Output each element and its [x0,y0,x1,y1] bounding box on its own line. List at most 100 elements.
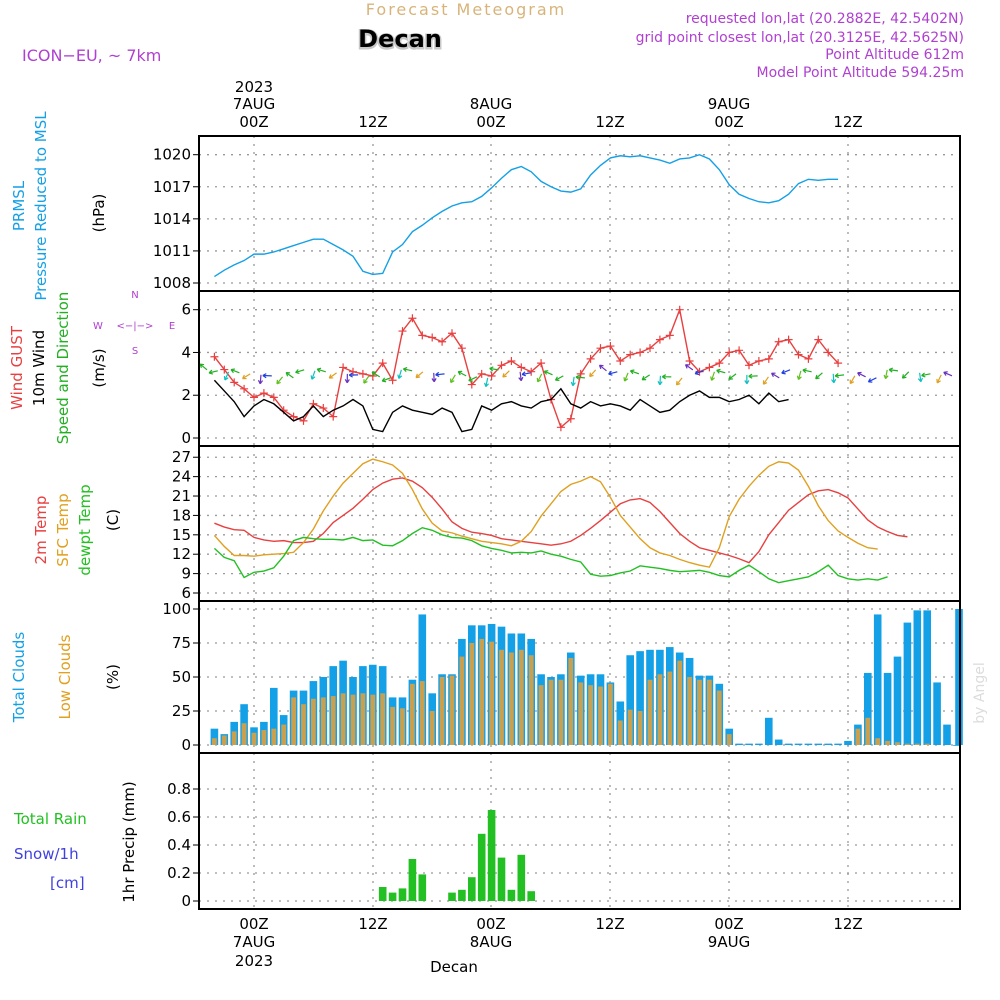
point-altitude: Point Altitude 612m [825,47,964,63]
low-cloud-bar-15 [360,693,366,745]
total-cloud-bar-54 [745,743,753,745]
gust-point-23 [438,337,447,346]
gust-point-32 [527,367,536,376]
wind-arrow-40 [629,369,640,375]
wind-arrow-32 [543,370,553,376]
series-line-p1-1 [213,379,789,433]
gust-point-8 [289,412,298,421]
wind-arrow-16 [371,371,381,378]
low-cloud-bar-40 [608,683,613,745]
series-line-p2-1 [213,458,878,568]
precip-unit: 1hr Precip (mm) [120,781,138,902]
wind-arrow-52 [762,376,769,385]
gust-point-61 [814,335,823,344]
ytick-label-p4-4: 0.8 [167,780,191,798]
rain-bar-32 [527,891,535,901]
low-cloud-bar-3 [241,723,247,745]
low-cloud-bar-39 [598,686,603,745]
panel-frame-1 [198,290,961,447]
gust-point-30 [507,357,516,366]
low-cloud-bar-48 [687,677,692,745]
gust-point-31 [517,363,526,372]
total-cloud-bar-43 [636,651,644,745]
total-cloud-bar-73 [933,682,941,745]
ytick-label-p0-4: 1020 [153,146,191,164]
wind-arrow-27 [489,366,499,372]
low-cloud-bar-2 [231,731,237,745]
wind-arrow-2 [223,371,230,381]
series-line-p0-0 [214,153,839,278]
total-cloud-bar-21 [418,614,427,745]
gust-point-12 [329,412,338,421]
wind-arrow-28 [502,370,510,378]
low-cloud-bar-10 [311,698,316,745]
top-hour-label-1: 12Z [358,113,387,131]
low-cloud-bar-12 [330,696,336,745]
ytick-label-p2-2: 12 [172,545,191,563]
wind-arrow-59 [834,373,845,379]
wind-arrow-47 [710,371,716,381]
bottom-day-label-0: 7AUG [233,933,275,951]
gust-point-4 [250,393,258,402]
wind-arrow-65 [901,371,910,379]
wind-speed-dir-label: Speed and Direction [54,292,72,445]
ytick-label-p3-0: 0 [181,736,191,754]
wind-arrow-3 [230,368,240,374]
low-cloud-bar-37 [578,682,584,745]
low-cloud-bar-25 [459,656,465,745]
low-cloud-bar-22 [429,711,435,745]
wind-arrow-60 [849,375,856,385]
wind-arrow-14 [348,372,359,378]
gust-point-2 [230,378,239,387]
wind-arrow-53 [771,372,780,379]
gust-point-26 [467,380,476,389]
wind-arrow-29 [518,371,524,382]
gust-point-51 [715,359,724,368]
gust-point-24 [448,329,456,338]
gust-point-20 [408,314,417,323]
low-cloud-bar-69 [895,742,900,745]
wind-arrow-37 [598,364,607,372]
rain-bar-18 [388,892,397,901]
gust-point-25 [457,344,466,353]
rain-label: Total Rain [13,810,87,828]
gust-point-50 [705,363,714,372]
low-cloud-bar-38 [588,685,593,745]
temp-unit: (C) [104,509,122,531]
panel-frame-4 [198,752,961,910]
bottom-time-axis: 00Z 7AUG 2023 12Z 00Z 8AUG 12Z 00Z 9AUG … [233,915,863,976]
total-cloud-bar-69 [893,656,902,745]
bottom-year-label: 2023 [235,952,273,970]
total-cloud-bar-67 [873,614,882,745]
wind-arrow-25 [468,376,478,382]
ytick-label-p1-0: 0 [181,429,191,447]
total-cloud-bar-75 [953,745,961,746]
gust-point-18 [388,376,397,385]
panel-frames: 1008101110141017102002466912151821242702… [153,135,961,910]
top-time-axis: 2023 7AUG 00Z 12Z 8AUG 00Z 12Z 9AUG 00Z … [233,78,863,131]
wind-arrow-9 [295,369,305,375]
total-cloud-bar-42 [626,655,634,745]
ytick-label-p0-1: 1011 [153,242,191,260]
wind-arrow-69 [943,371,953,377]
total-cloud-bar-6 [270,687,278,745]
top-year-label: 2023 [235,78,273,96]
wind-arrow-43 [661,374,672,380]
gust-point-13 [339,363,348,372]
ytick-label-p3-3: 75 [172,634,191,652]
wind-arrow-20 [415,371,424,379]
low-cloud-bar-41 [617,720,623,745]
low-cloud-bar-14 [350,694,356,745]
top-hour-label-3: 12Z [595,113,624,131]
low-cloud-bar-20 [410,683,415,745]
wind-arrow-21 [431,372,437,383]
low-cloud-bar-35 [558,679,564,745]
footer-station: Decan [430,958,478,976]
wind-arrow-67 [921,372,931,378]
low-cloud-bar-5 [261,730,267,745]
ytick-label-p0-3: 1017 [153,178,191,196]
low-cloud-bar-68 [885,740,890,745]
compass-arrows: <−|−> [117,321,154,332]
ytick-label-p4-2: 0.4 [167,836,191,854]
